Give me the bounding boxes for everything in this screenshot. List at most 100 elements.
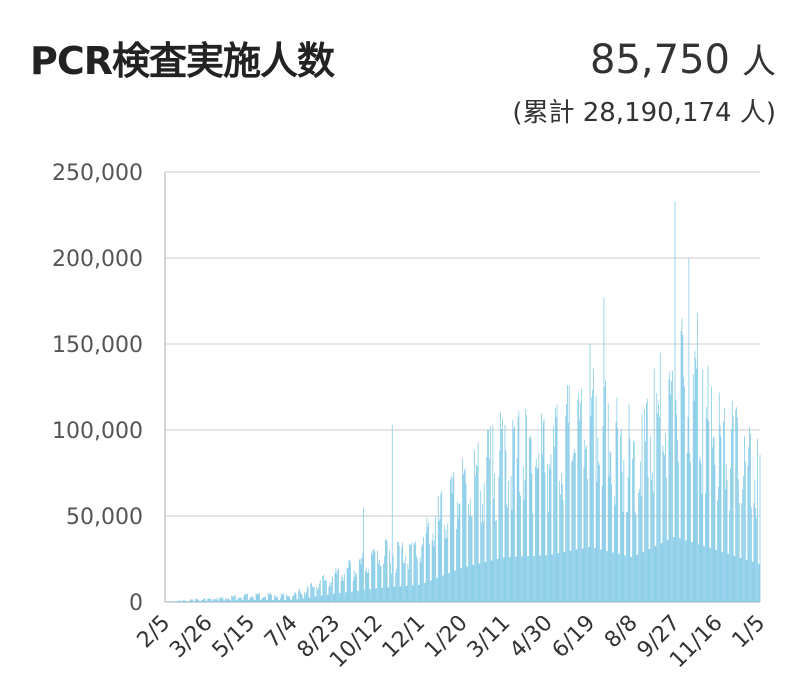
daily-bar [710, 548, 711, 602]
daily-bar [456, 501, 458, 602]
daily-bar [338, 568, 339, 602]
daily-bar [611, 483, 613, 602]
daily-bar [289, 597, 291, 602]
daily-bar [349, 560, 351, 602]
daily-bar [576, 549, 578, 602]
daily-bar [361, 558, 363, 602]
daily-bar [306, 591, 307, 602]
daily-bar [657, 413, 659, 602]
daily-bar [225, 598, 227, 602]
daily-bar [665, 433, 666, 602]
daily-bar [258, 593, 260, 602]
daily-bar [489, 458, 490, 602]
daily-bar [209, 598, 211, 602]
daily-bar [685, 540, 687, 602]
daily-bar [595, 396, 597, 602]
daily-bar [284, 599, 286, 602]
daily-bar [437, 495, 439, 602]
daily-bar [456, 529, 457, 602]
daily-bar [390, 562, 391, 602]
daily-bar [290, 599, 292, 602]
daily-bar [291, 599, 293, 602]
daily-bar [727, 553, 729, 602]
daily-bar [354, 576, 356, 602]
daily-bar [606, 550, 607, 602]
daily-bar [230, 600, 232, 602]
daily-bar [706, 418, 708, 602]
daily-bar [591, 397, 593, 602]
daily-bar [422, 544, 423, 602]
daily-bar [340, 580, 342, 602]
x-tick-label: 12/1 [378, 611, 431, 664]
daily-bar [618, 553, 619, 602]
daily-bar [700, 463, 702, 602]
daily-bar [656, 393, 658, 602]
daily-bar [669, 371, 671, 602]
daily-bar [713, 437, 715, 602]
daily-bar [647, 476, 649, 602]
daily-bar [431, 540, 433, 602]
latest-value: 85,750 人 [590, 34, 776, 83]
daily-bar [523, 499, 525, 602]
daily-bar [730, 467, 731, 602]
daily-bar [544, 472, 546, 602]
daily-bar [600, 549, 601, 602]
daily-bar [269, 593, 271, 602]
daily-bar [286, 594, 287, 602]
daily-bar [593, 548, 595, 602]
daily-bar [507, 507, 508, 602]
daily-bar [526, 415, 528, 602]
daily-bar [699, 456, 701, 602]
daily-bar [365, 567, 367, 602]
daily-bar [307, 585, 309, 602]
daily-bar [310, 584, 312, 602]
daily-bar [489, 426, 491, 602]
daily-bar [626, 512, 628, 602]
daily-bar [444, 538, 446, 602]
daily-bar [718, 392, 720, 602]
daily-bar [455, 570, 456, 602]
daily-bar [498, 476, 500, 602]
daily-bar [739, 557, 741, 602]
daily-bar [531, 473, 533, 602]
daily-bar [530, 438, 532, 602]
daily-bar [295, 593, 297, 602]
daily-bar [213, 599, 214, 602]
daily-bar [711, 386, 712, 602]
daily-bar [439, 518, 441, 602]
daily-bar [636, 555, 638, 602]
daily-bar [577, 399, 579, 602]
daily-bar [392, 555, 394, 602]
daily-bar [698, 544, 699, 602]
y-tick-label: 200,000 [52, 247, 143, 272]
daily-bar [387, 587, 389, 602]
daily-bar [449, 479, 451, 602]
daily-bar [468, 504, 469, 602]
x-tick-label: 1/20 [420, 611, 473, 664]
daily-bar [417, 559, 418, 602]
daily-bar [250, 596, 252, 602]
daily-bar [741, 503, 743, 602]
daily-bar [266, 599, 267, 602]
daily-bar [233, 596, 234, 602]
daily-bar [206, 600, 208, 602]
daily-bar [691, 541, 692, 602]
daily-bar [707, 365, 709, 602]
daily-bar [729, 510, 731, 602]
daily-bar [757, 438, 758, 602]
daily-bar [649, 548, 651, 602]
daily-bar [278, 599, 279, 602]
daily-bar [427, 526, 429, 602]
daily-bar [630, 556, 632, 602]
daily-bar [609, 451, 611, 602]
daily-bar [584, 439, 586, 602]
daily-bar [369, 589, 371, 602]
daily-bar [479, 563, 481, 602]
daily-bar [639, 489, 640, 602]
daily-bar [363, 507, 364, 602]
daily-bar [191, 599, 193, 602]
daily-bar [272, 599, 273, 602]
daily-bar [210, 599, 212, 602]
daily-bar [436, 577, 438, 602]
daily-bar [499, 450, 501, 602]
